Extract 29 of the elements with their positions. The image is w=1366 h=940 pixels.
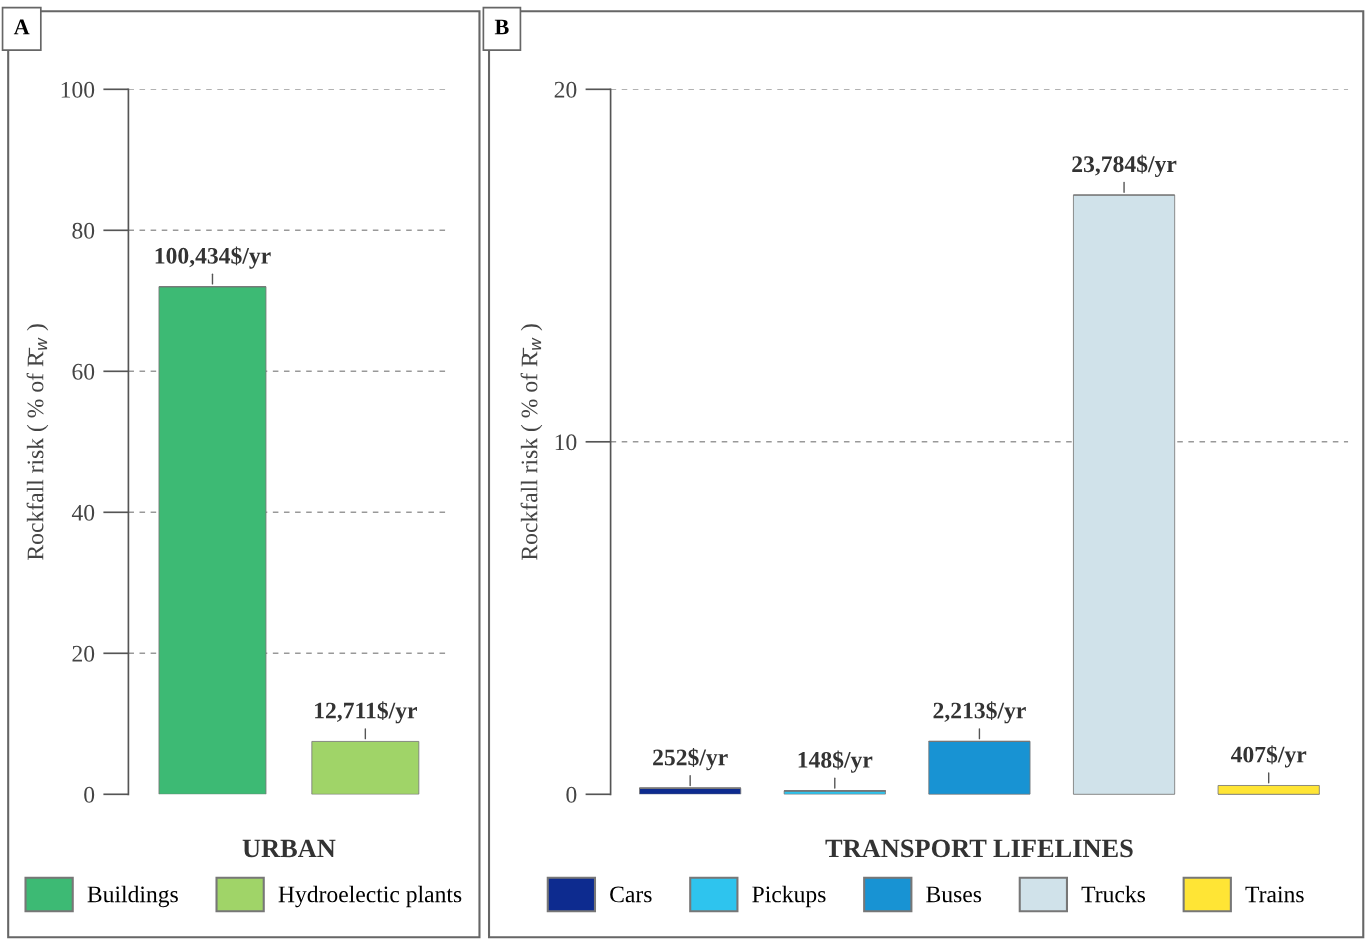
- y-tick-label: 60: [72, 363, 95, 380]
- y-tick-label: 0: [566, 786, 577, 803]
- annotation: 407$/yr: [1230, 745, 1307, 768]
- annotation: 100,434$/yr: [155, 246, 271, 269]
- annotation: 23,784$/yr: [1072, 154, 1177, 177]
- legend-label: Trains: [1245, 886, 1304, 903]
- legend-label: Trucks: [1081, 885, 1146, 903]
- legend-label: Cars: [610, 886, 652, 903]
- y-tick-label: 20: [72, 645, 95, 662]
- annotation: 2,213$/yr: [933, 701, 1026, 724]
- y-axis-title: Rockfall risk ( % of R̄$_{w}$ ): [26, 324, 49, 560]
- y-tick-label: 10: [555, 434, 577, 451]
- legend-label: Buildings: [87, 885, 178, 908]
- legend-label: Pickups: [752, 885, 826, 908]
- annotation: 12,711$/yr: [315, 701, 417, 724]
- y-tick-label: 100: [61, 81, 95, 98]
- annotation: 252$/yr: [653, 748, 728, 771]
- y-tick-label: 0: [84, 786, 95, 803]
- y-tick-label: 80: [72, 222, 95, 239]
- annotation: 148$/yr: [798, 750, 873, 773]
- chart-title: B: [494, 19, 509, 35]
- y-tick-label: 40: [71, 504, 95, 521]
- x-axis-title: TRANSPORT LIFELINES: [825, 839, 1133, 858]
- chart-title: A: [13, 19, 30, 35]
- legend-label: Hydroelectic plants: [278, 885, 462, 908]
- legend-label: Buses: [926, 886, 982, 903]
- y-axis-title: Rockfall risk ( % of R̄$_{w}$ ): [520, 324, 543, 560]
- y-tick-label: 20: [554, 81, 577, 98]
- x-axis-title: URBAN: [242, 839, 336, 858]
